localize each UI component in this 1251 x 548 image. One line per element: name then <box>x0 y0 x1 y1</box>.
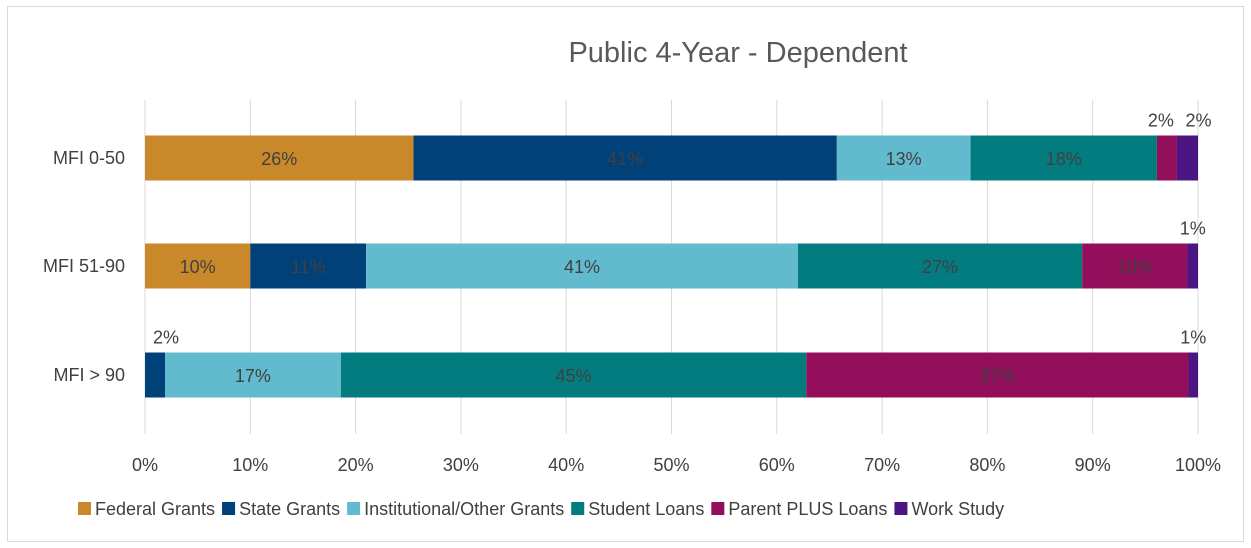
bar-segment <box>165 352 341 398</box>
legend-swatch <box>222 502 236 515</box>
bar-segment <box>413 135 837 181</box>
legend: Federal Grants State Grants Institutional/… <box>78 499 1004 519</box>
bar-segment <box>145 352 166 398</box>
data-label: 41% <box>564 257 600 277</box>
bar-segment <box>366 243 798 289</box>
data-label: 2% <box>153 328 179 348</box>
category-label: MFI 0-50 <box>53 148 125 168</box>
legend-label: Student Loans <box>588 499 704 519</box>
legend-label: Federal Grants <box>95 499 215 519</box>
legend-swatch <box>571 502 585 515</box>
legend-swatch <box>347 502 361 515</box>
legend-swatch <box>711 502 725 515</box>
x-tick-label: 70% <box>864 455 900 475</box>
bar-segment <box>145 135 414 181</box>
bar-segment <box>1188 352 1198 398</box>
category-labels: MFI 0-50 MFI 51-90 MFI > 90 <box>43 148 125 385</box>
data-label: 11% <box>291 257 326 277</box>
bar-segment <box>970 135 1157 181</box>
x-tick-label: 40% <box>548 455 584 475</box>
data-label: 37% <box>979 366 1015 386</box>
legend-swatch <box>78 502 91 515</box>
data-label: 27% <box>922 257 958 277</box>
data-label: 45% <box>556 366 592 386</box>
chart-title: Public 4-Year - Dependent <box>568 37 907 69</box>
bar-segment <box>145 243 251 289</box>
data-label: 10% <box>180 257 216 277</box>
data-label: 1% <box>1180 219 1206 239</box>
data-label: 2% <box>1185 111 1211 131</box>
data-label: 41% <box>607 149 643 169</box>
category-label: MFI 51-90 <box>43 256 125 276</box>
data-label: 18% <box>1046 149 1082 169</box>
x-tick-label: 80% <box>969 455 1005 475</box>
legend-label: Work Study <box>911 499 1004 519</box>
bar-segment <box>1176 135 1198 181</box>
x-tick-label: 20% <box>338 455 374 475</box>
bar-segment <box>1187 243 1198 289</box>
bar-segment <box>797 243 1083 289</box>
data-label: 2% <box>1148 111 1174 131</box>
x-tick-label: 100% <box>1175 455 1221 475</box>
x-tick-label: 30% <box>443 455 479 475</box>
x-tick-label: 0% <box>132 455 158 475</box>
x-tick-label: 50% <box>653 455 689 475</box>
legend-swatch <box>894 502 908 515</box>
bar-segment <box>250 243 367 289</box>
bar-segment <box>340 352 807 398</box>
bar-segment <box>1156 135 1177 181</box>
data-label: 17% <box>235 366 271 386</box>
bar-segment <box>806 352 1189 398</box>
bar-segment <box>1082 243 1188 289</box>
bar-segment <box>836 135 971 181</box>
data-label: 1% <box>1180 328 1206 348</box>
data-label: 26% <box>261 149 297 169</box>
data-label: 13% <box>886 149 922 169</box>
legend-label: Parent PLUS Loans <box>728 499 887 519</box>
x-axis-ticks: 0% 10% 20% 30% 40% 50% 60% 70% 80% 90% 100% <box>132 455 1221 475</box>
chart-border <box>7 6 1244 542</box>
category-label: MFI > 90 <box>53 365 125 385</box>
x-tick-label: 90% <box>1075 455 1111 475</box>
bars: 26% 41% 13% 18% 2% 2% 10% 11% 41% 27% 10% 1% 2% 17% 45… <box>145 111 1211 398</box>
x-tick-label: 60% <box>759 455 795 475</box>
legend-label: Institutional/Other Grants <box>364 499 564 519</box>
x-tick-label: 10% <box>232 455 268 475</box>
data-label: 10% <box>1117 257 1153 277</box>
legend-label: State Grants <box>239 499 340 519</box>
